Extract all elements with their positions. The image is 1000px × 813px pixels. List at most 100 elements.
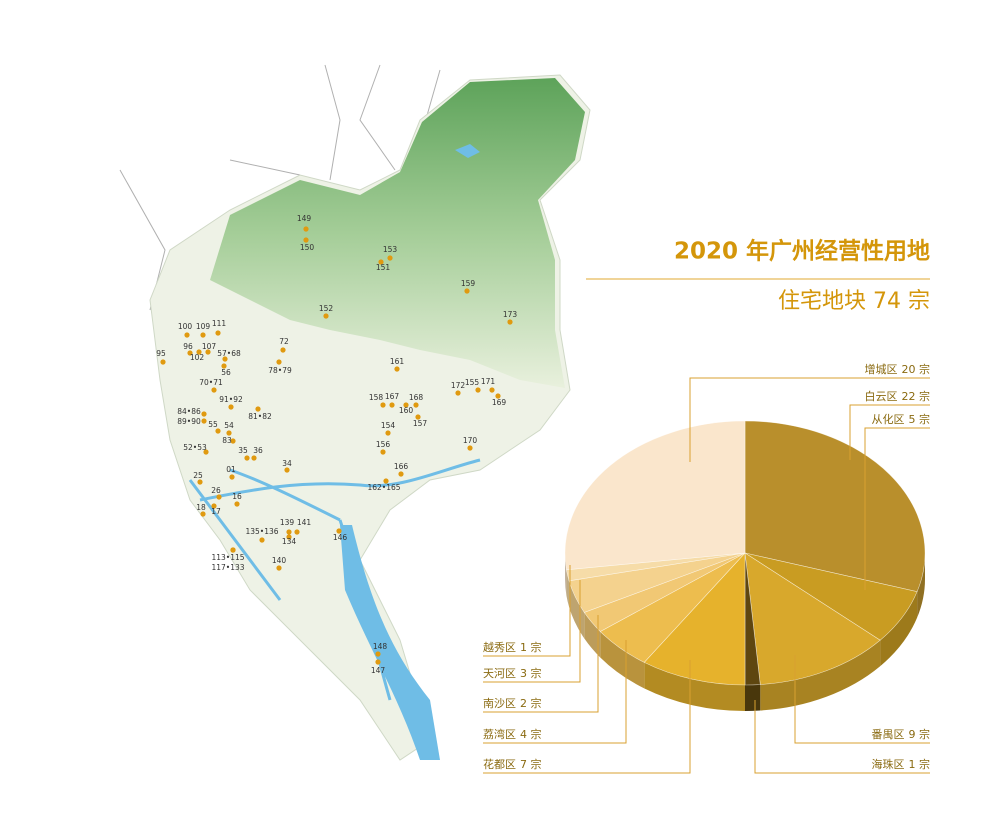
plot-label: 148 [373,642,388,651]
pie-wall [644,662,745,711]
plot-label: 72 [279,337,289,346]
plot-dot [475,387,481,393]
plot-label: 173 [503,310,518,319]
plot-dot [375,651,381,657]
slice-value: 2 宗 [520,696,542,710]
plot-label: 36 [253,446,263,455]
plot-label: 141 [297,518,312,527]
pie-wall [760,640,881,711]
slice-label: 花都区 7 宗 [483,757,542,771]
plot-dot [216,494,222,500]
plot-label: 113•115 [211,553,244,562]
plot-label: 55 [208,420,218,429]
plot-label: 96 [183,342,193,351]
plot-label: 107 [202,342,217,351]
slice-value: 9 宗 [909,727,931,741]
plot-dot [244,455,250,461]
plot-label: 16 [232,492,242,501]
reservoir [455,144,480,158]
plot-label: 159 [461,279,476,288]
plot-dot [286,529,292,535]
pie-slice [643,552,746,686]
plot-dot [415,414,421,420]
leader-line [864,427,930,590]
plot-label: 155 [465,378,480,387]
plot-label: 156 [376,440,391,449]
plot-dot [200,332,206,338]
plot-label: 102 [190,353,205,362]
plot-dot [383,478,389,484]
plot-label: 34 [282,459,292,468]
plot-dot [375,659,381,665]
slice-label: 白云区 22 宗 [865,389,931,403]
plot-label: 26 [211,486,221,495]
slice-value: 4 宗 [520,727,542,741]
slice-value: 1 宗 [520,640,542,654]
slice-name: 花都区 [483,758,516,771]
pie-wall [584,612,601,658]
plot-dot [211,387,217,393]
plot-label: 81•82 [248,412,272,421]
plot-dot [455,390,461,396]
plot-label: 147 [371,666,386,675]
plot-dot [394,366,400,372]
slice-label: 从化区 5 宗 [872,412,931,426]
plot-dot [201,411,207,417]
plot-dot [389,402,395,408]
plot-label: 78•79 [268,366,292,375]
plot-label: 01 [226,465,236,474]
leader-line [483,640,627,744]
leader-line [849,404,930,460]
plot-label: 170 [463,436,478,445]
slice-value: 7 宗 [520,757,542,771]
plot-dot [294,529,300,535]
plot-dot [230,438,236,444]
plot-dot [336,528,342,534]
plot-dot [489,387,495,393]
plot-label: 172 [451,381,466,390]
plot-label: 100 [178,322,193,331]
plot-label: 162•165 [367,483,400,492]
plot-dot [507,319,513,325]
plot-dot [495,393,501,399]
slice-name: 白云区 [865,389,898,403]
slice-name: 越秀区 [483,640,516,654]
plot-label: 152 [319,304,334,313]
plot-dot [380,449,386,455]
plot-dot [201,418,207,424]
plot-dot [323,313,329,319]
slice-value: 22 宗 [902,389,931,403]
plot-dot [413,402,419,408]
slice-label: 荔湾区 4 宗 [483,727,542,741]
plot-dot [184,332,190,338]
plot-dot [284,467,290,473]
plot-dot [203,449,209,455]
plot-dot [215,330,221,336]
plot-label: 17 [211,507,221,516]
slice-name: 南沙区 [483,697,516,710]
plot-dot [229,474,235,480]
plot-label: 139 [280,518,295,527]
plot-label: 135•136 [245,527,278,536]
plot-label: 149 [297,214,312,223]
plot-dot [380,402,386,408]
plot-label: 166 [394,462,409,471]
plot-dot [228,404,234,410]
plot-labels: 149 150 153 151 159 152 173 100 109 111 96 107 102 57… [156,214,517,675]
plot-label: 171 [481,377,496,386]
pie-wall [745,684,761,711]
plot-label: 109 [196,322,211,331]
slice-label: 南沙区 2 宗 [483,696,542,710]
estuary [340,525,440,760]
plot-label: 89•90 [177,417,201,426]
slice-label: 天河区 3 宗 [483,666,542,680]
pie-slice [744,420,926,593]
plot-label: 150 [300,243,315,252]
slice-name: 番禺区 [872,728,905,741]
plot-label: 84•86 [177,407,201,416]
plot-dot [276,359,282,365]
plot-dot [187,350,193,356]
plot-dot [200,511,206,517]
plot-dot [197,479,203,485]
plot-dot [387,255,393,261]
